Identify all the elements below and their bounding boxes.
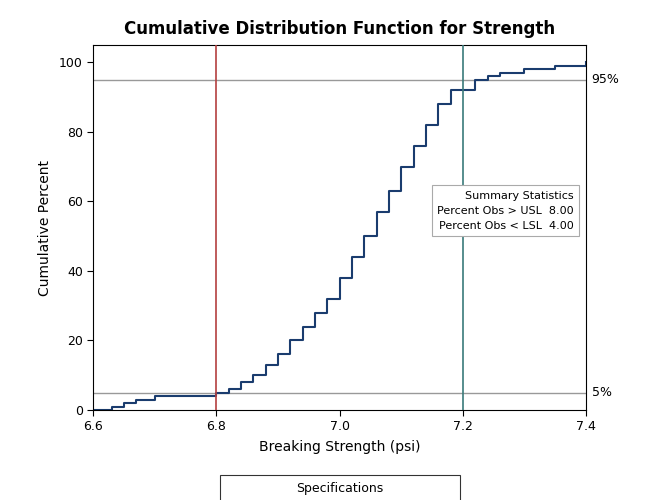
Y-axis label: Cumulative Percent: Cumulative Percent: [38, 160, 52, 296]
Text: Summary Statistics
Percent Obs > USL  8.00
Percent Obs < LSL  4.00: Summary Statistics Percent Obs > USL 8.0…: [437, 191, 574, 230]
Text: 95%: 95%: [591, 74, 619, 86]
Text: 5%: 5%: [591, 386, 611, 399]
Title: Cumulative Distribution Function for Strength: Cumulative Distribution Function for Str…: [124, 20, 555, 38]
Legend: Lower=6.8, Upper=7.2: Lower=6.8, Upper=7.2: [220, 474, 460, 500]
X-axis label: Breaking Strength (psi): Breaking Strength (psi): [259, 440, 420, 454]
